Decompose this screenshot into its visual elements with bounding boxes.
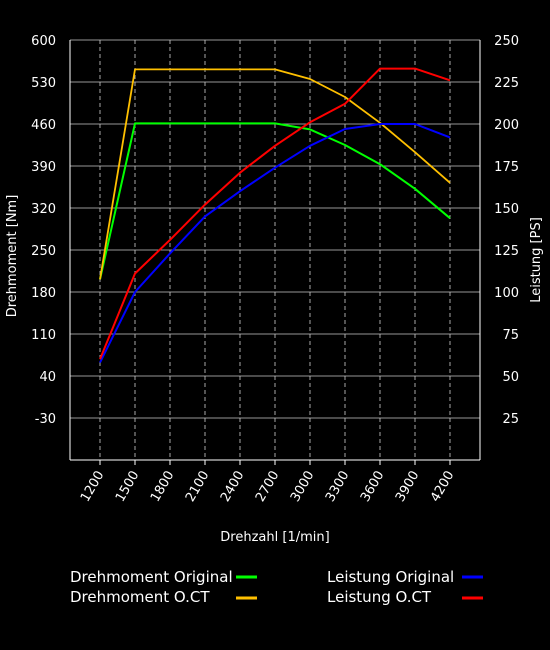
series-line-drehmoment-o-ct	[99, 68, 451, 280]
legend-item-drehmoment-oct: Drehmoment O.CT	[70, 588, 257, 606]
legend-label: Leistung O.CT	[327, 588, 432, 606]
plot-frame	[69, 40, 481, 465]
legend-label: Leistung Original	[327, 568, 454, 586]
y-right-tick-label: 150	[494, 202, 519, 217]
y-right-tick-label: 125	[494, 244, 519, 259]
y-right-tick-label: 250	[494, 34, 519, 49]
y-left-tick-label: -30	[35, 412, 56, 427]
y-left-tick-label: 110	[31, 328, 56, 343]
y-right-tick-label: 100	[494, 286, 519, 301]
y-left-tick-label: 180	[31, 286, 56, 301]
legend-label: Drehmoment Original	[70, 568, 233, 586]
y-right-tick-label: 50	[502, 370, 519, 385]
y-left-tick-label: 530	[31, 76, 56, 91]
legend-label: Drehmoment O.CT	[70, 588, 210, 606]
legend-item-leistung-original: Leistung Original	[327, 568, 483, 586]
y-left-tick-labels: 600 530 460 390 320 250 180 110 40 -30	[31, 34, 56, 427]
series-lines	[99, 67, 451, 364]
y-right-tick-label: 175	[494, 160, 519, 175]
y-right-tick-label: 225	[494, 76, 519, 91]
y-right-tick-label: 75	[502, 328, 519, 343]
y-left-tick-label: 460	[31, 118, 56, 133]
legend-item-leistung-oct: Leistung O.CT	[327, 588, 483, 606]
y-left-tick-label: 320	[31, 202, 56, 217]
y-right-tick-labels: 250 225 200 175 150 125 100 75 50 25	[494, 34, 519, 427]
y-left-axis-title: Drehmoment [Nm]	[5, 195, 20, 318]
legend: Drehmoment Original Drehmoment O.CT Leis…	[70, 568, 483, 606]
y-left-tick-label: 250	[31, 244, 56, 259]
series-line-leistung-o-ct	[99, 67, 451, 360]
y-right-tick-label: 25	[502, 412, 519, 427]
series-line-drehmoment-original	[99, 122, 451, 280]
y-left-tick-label: 390	[31, 160, 56, 175]
legend-item-drehmoment-original: Drehmoment Original	[70, 568, 257, 586]
y-left-tick-label: 600	[31, 34, 56, 49]
y-right-axis-title: Leistung [PS]	[529, 217, 544, 303]
x-axis-title: Drehzahl [1/min]	[220, 530, 329, 545]
series-line-leistung-original	[99, 123, 451, 364]
y-left-tick-label: 40	[39, 370, 56, 385]
y-right-tick-label: 200	[494, 118, 519, 133]
